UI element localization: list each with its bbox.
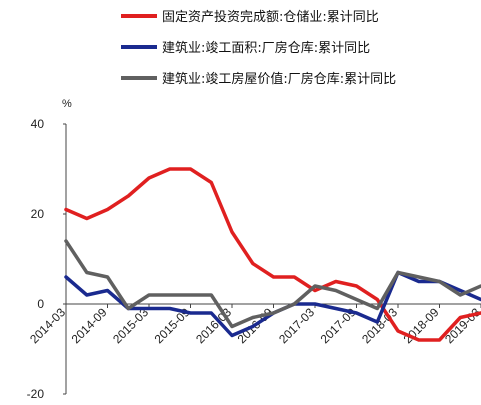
y-tick-label-3: 20 [31,207,45,221]
x-tick-label-5: 2016-03 [193,305,234,346]
chart-legend: 固定资产投资完成额:仓储业:累计同比建筑业:竣工面积:厂房仓库:累计同比建筑业:… [121,9,396,87]
legend-label-1: 固定资产投资完成额:仓储业:累计同比 [162,9,379,25]
x-tick-label-3: 2015-03 [110,305,151,346]
y-tick-label-2: 0 [37,297,44,311]
y-tick-label-1: -20 [27,387,45,401]
series-line-1 [64,167,481,342]
series-line-3 [64,239,481,329]
y-axis-unit-label: % [62,98,72,110]
x-tick-label-11: 2019-03 [442,305,481,346]
x-tick-label-1: 2014-03 [27,305,68,346]
x-tick-label-7: 2017-03 [276,305,317,346]
legend-label-2: 建筑业:竣工面积:厂房仓库:累计同比 [162,40,370,56]
x-tick-label-2: 2014-09 [69,305,110,346]
y-tick-label-4: 40 [31,117,45,131]
legend-label-3: 建筑业:竣工房屋价值:厂房仓库:累计同比 [162,71,396,87]
chart-series-layer [64,167,481,342]
